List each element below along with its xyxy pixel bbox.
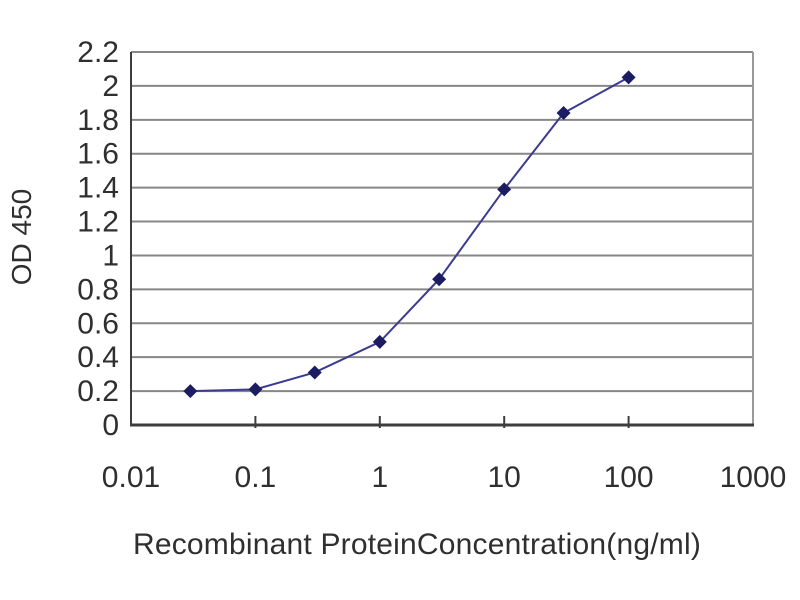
data-point-marker [183, 384, 198, 399]
y-tick-label: 0.2 [77, 375, 119, 408]
y-tick-label: 0.4 [77, 341, 119, 374]
data-point-marker [248, 382, 263, 397]
x-tick-label: 10 [488, 461, 521, 494]
y-tick-label: 1.2 [77, 206, 119, 239]
y-tick-label: 0.8 [77, 273, 119, 306]
data-point-marker [432, 272, 447, 287]
x-tick-label: 0.1 [235, 461, 277, 494]
y-tick-label: 1.4 [77, 172, 119, 205]
data-point-marker [556, 106, 571, 121]
y-tick-label: 1.8 [77, 104, 119, 137]
y-tick-label: 1.6 [77, 138, 119, 171]
data-point-marker [372, 334, 387, 349]
y-tick-label: 2.2 [77, 36, 119, 69]
y-tick-label: 2 [102, 70, 119, 103]
y-tick-label: 0.6 [77, 307, 119, 340]
series-line [190, 76, 630, 393]
x-tick-label: 1 [371, 461, 388, 494]
x-axis-title: Recombinant ProteinConcentration(ng/ml) [132, 528, 702, 561]
y-tick-label: 0 [102, 409, 119, 442]
x-tick-label: 1000 [720, 461, 787, 494]
y-axis-title: OD 450 [6, 188, 37, 286]
data-point-marker [307, 365, 322, 380]
y-tick-label: 1 [102, 239, 119, 272]
data-point-marker [621, 70, 636, 85]
x-tick-label: 100 [604, 461, 654, 494]
x-tick-label: 0.01 [102, 461, 160, 494]
data-point-marker [497, 182, 512, 197]
